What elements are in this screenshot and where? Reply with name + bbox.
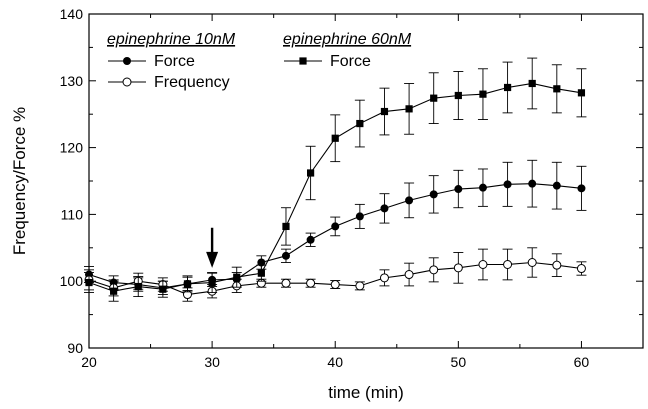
data-point — [430, 94, 438, 102]
tick-labels: 20 30 40 50 60 90 100 110 120 130 140 — [60, 6, 590, 370]
data-point — [307, 169, 315, 177]
legend-label: Force — [154, 53, 195, 70]
data-point — [479, 90, 487, 98]
axis-ticks — [88, 13, 644, 349]
series-2-filled-square — [84, 57, 587, 302]
series-0-filled-circle — [84, 159, 587, 296]
data-point — [576, 264, 586, 274]
data-point — [110, 287, 118, 295]
y-tick-label: 90 — [67, 340, 83, 356]
data-point — [281, 251, 290, 260]
data-point — [528, 179, 537, 188]
data-point — [282, 222, 290, 231]
data-point — [355, 212, 364, 221]
data-point — [528, 79, 536, 88]
legend-label: Force — [330, 53, 371, 70]
data-point — [503, 180, 512, 189]
x-tick-label: 60 — [574, 354, 590, 370]
data-point — [233, 273, 241, 281]
legend: epinephrine 10nM Force Frequency epinephrin… — [107, 31, 412, 91]
data-point — [405, 105, 413, 113]
data-point — [380, 107, 389, 116]
data-point — [552, 181, 561, 190]
data-point — [429, 190, 438, 199]
data-point — [306, 235, 315, 244]
data-point — [429, 265, 439, 275]
data-point — [478, 183, 487, 192]
y-tick-label: 130 — [60, 73, 84, 89]
data-point — [454, 91, 462, 100]
data-point — [183, 280, 192, 288]
data-point — [478, 260, 488, 269]
x-tick-label: 20 — [81, 354, 97, 370]
data-point — [85, 278, 93, 287]
annotation-layer — [206, 227, 219, 268]
legend-heading: epinephrine 10nM — [107, 31, 236, 48]
y-axis-title: Frequency/Force % — [10, 107, 29, 255]
data-point — [552, 260, 562, 270]
data-point — [553, 85, 561, 93]
data-point — [257, 269, 265, 277]
x-tick-label: 40 — [327, 354, 343, 370]
data-point — [331, 222, 340, 231]
y-tick-label: 110 — [61, 206, 84, 222]
series-1-open-circle — [84, 247, 587, 302]
data-point — [356, 119, 364, 128]
data-point — [404, 270, 414, 280]
legend-marker — [122, 77, 132, 87]
data-point — [503, 83, 512, 92]
data-point — [281, 278, 291, 288]
data-point — [527, 257, 537, 267]
data-point — [159, 285, 167, 293]
data-point — [355, 281, 365, 291]
data-point — [330, 280, 340, 290]
legend-heading: epinephrine 60nM — [283, 31, 412, 48]
legend-marker — [299, 57, 307, 65]
y-tick-label: 140 — [60, 6, 84, 22]
y-tick-label: 120 — [60, 140, 84, 156]
data-point — [306, 278, 316, 288]
data-point — [379, 273, 389, 283]
legend-marker — [123, 57, 131, 65]
data-point — [453, 263, 463, 273]
y-tick-label: 100 — [60, 273, 84, 289]
series-layer — [84, 57, 587, 302]
data-point — [405, 196, 414, 205]
x-axis-title: time (min) — [328, 383, 404, 402]
legend-label: Frequency — [154, 74, 230, 91]
x-tick-label: 50 — [451, 354, 467, 370]
data-point — [577, 89, 586, 97]
x-tick-label: 30 — [204, 354, 220, 370]
data-point — [577, 184, 586, 193]
arrow-head — [206, 251, 219, 268]
data-point — [331, 134, 339, 142]
data-point — [503, 260, 513, 269]
data-point — [380, 204, 389, 213]
data-point — [208, 278, 216, 287]
data-point — [257, 258, 266, 267]
data-point — [454, 185, 463, 194]
data-point — [134, 282, 142, 291]
